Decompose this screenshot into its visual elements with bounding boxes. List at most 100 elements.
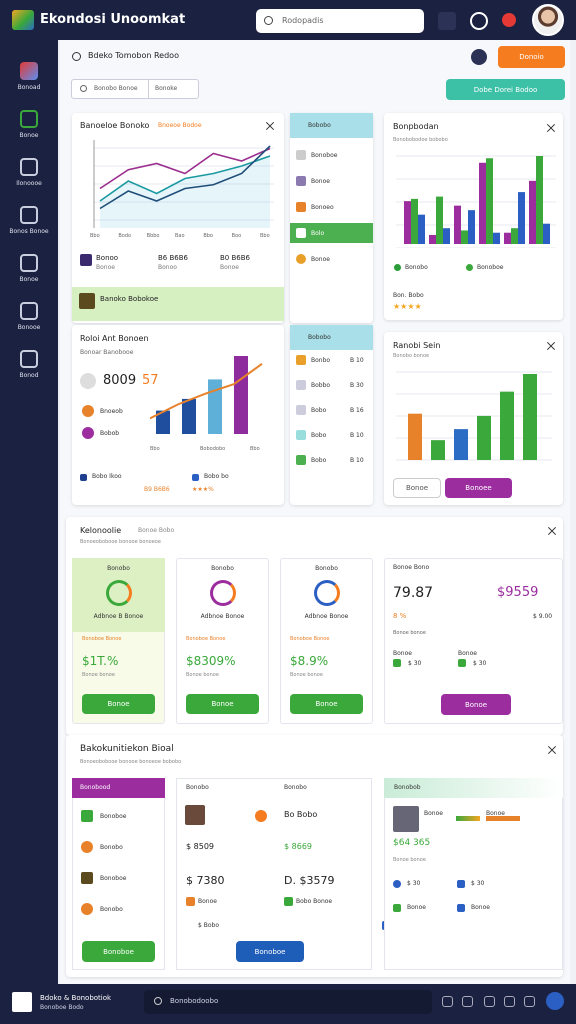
bar-chart	[396, 155, 556, 248]
button-label[interactable]: Bonoee	[465, 484, 492, 492]
icon	[393, 659, 401, 667]
button[interactable]	[82, 941, 155, 962]
close-icon[interactable]	[548, 746, 556, 754]
icon-button[interactable]	[442, 996, 453, 1007]
button-label[interactable]: Bonoboe	[103, 947, 134, 956]
list-item[interactable]: Bonoe	[311, 178, 330, 185]
kpi-sub: Bonoboe Bonoe	[186, 636, 226, 642]
bar-chart	[396, 371, 552, 461]
icon-button[interactable]	[524, 996, 535, 1007]
button[interactable]	[441, 694, 511, 715]
footer-title: Bdoko & Bonobotiok	[40, 994, 112, 1002]
icon	[296, 405, 306, 415]
nav-icon[interactable]	[20, 110, 38, 128]
bar	[493, 232, 500, 244]
list-item[interactable]: Bonoe	[311, 256, 330, 263]
nav-icon[interactable]	[20, 158, 38, 176]
nav-icon[interactable]	[20, 350, 38, 368]
middle-item: Bo Bobo	[284, 810, 318, 819]
button[interactable]	[393, 478, 441, 498]
list-item[interactable]: Bonoboe	[100, 875, 127, 882]
button[interactable]	[498, 46, 565, 68]
icon	[296, 176, 306, 186]
nav-icon[interactable]	[20, 206, 38, 224]
nav-label[interactable]: Bonoad	[17, 84, 41, 91]
middle-item: $ 7380	[186, 874, 225, 887]
nav-icon[interactable]	[20, 254, 38, 272]
gauge	[314, 580, 340, 606]
page-title: Bdeko Tomobon Redoo	[88, 51, 179, 60]
nav-label[interactable]: Bonoe	[19, 132, 39, 139]
nav-label[interactable]: Bonos Bonoe	[9, 228, 49, 235]
column-label: Bonobo	[284, 784, 307, 791]
close-icon[interactable]	[547, 342, 555, 350]
button[interactable]	[446, 79, 565, 100]
avatar[interactable]	[532, 4, 564, 36]
footer-subtitle: Bonoboe Bodo	[40, 1004, 84, 1011]
list-item[interactable]: Bonoboe	[100, 813, 127, 820]
bar	[477, 415, 491, 460]
button[interactable]	[290, 694, 363, 714]
banner	[72, 287, 284, 321]
icon	[296, 228, 306, 238]
icon-button[interactable]	[438, 12, 456, 30]
icon	[296, 380, 306, 390]
close-icon[interactable]	[266, 122, 274, 130]
bar	[518, 192, 525, 244]
icon-button[interactable]	[504, 996, 515, 1007]
line-series	[99, 147, 271, 190]
kpi-sub: Bonoe bonoe	[393, 630, 426, 636]
row-label: Bonoe	[407, 904, 426, 911]
icon-button[interactable]	[484, 996, 495, 1007]
button[interactable]	[82, 694, 155, 714]
list-item[interactable]: Bonoboe	[311, 152, 338, 159]
list-value: B 16	[350, 407, 364, 414]
list-item: Bobo	[311, 457, 327, 464]
row-label: Bonoe	[393, 650, 412, 657]
button-label[interactable]: Bonoe	[315, 700, 338, 708]
icon-button[interactable]	[470, 12, 488, 30]
footer-search[interactable]	[144, 990, 432, 1014]
legend-label: Bobo Ikoo	[92, 473, 122, 480]
button[interactable]	[236, 941, 304, 962]
icon-button[interactable]	[462, 996, 473, 1007]
button[interactable]	[445, 478, 512, 498]
button-label[interactable]: Bonoboe	[254, 947, 286, 956]
notification[interactable]	[502, 13, 516, 27]
nav-icon[interactable]	[20, 62, 38, 80]
button-label[interactable]: Bonoe	[211, 700, 234, 708]
x-tick-label: Bbo	[150, 446, 160, 452]
close-icon[interactable]	[547, 124, 555, 132]
nav-icon[interactable]	[20, 302, 38, 320]
row-label: $ 30	[471, 880, 485, 887]
search-box[interactable]	[256, 9, 424, 33]
nav-label[interactable]: Bonoe	[19, 276, 39, 283]
kpi-title: Bonobo	[107, 565, 130, 572]
row-label: Bobob	[100, 430, 120, 437]
icon	[12, 992, 32, 1012]
nav-label[interactable]: Bonod	[19, 372, 39, 379]
card-title: Roloi Ant Bonoen	[80, 334, 149, 343]
list-item[interactable]: Bonobo	[100, 844, 123, 851]
list-item[interactable]: Bolo	[311, 230, 325, 237]
list-item[interactable]: Bonobo	[100, 906, 123, 913]
button-label[interactable]: Bonoe	[107, 700, 130, 708]
icon	[81, 810, 93, 822]
nav-label[interactable]: Bonooe	[17, 324, 41, 331]
filter-box[interactable]	[71, 79, 199, 99]
button-label[interactable]: Dobe Dorei Bodoo	[473, 85, 538, 94]
button[interactable]	[186, 694, 259, 714]
big-value-accent: 57	[142, 373, 159, 388]
icon	[296, 202, 306, 212]
list-item: Bonoe	[424, 810, 443, 817]
button-label[interactable]: Donoio	[519, 53, 544, 61]
card-subtitle: Bonoar Banobooe	[80, 349, 134, 356]
close-icon[interactable]	[548, 527, 556, 535]
button-label[interactable]: Bonoe	[464, 700, 488, 709]
button-label[interactable]: Bonoe	[405, 484, 429, 492]
list-item[interactable]: Bonoeo	[311, 204, 334, 211]
bar	[500, 391, 514, 460]
row-label: $ 30	[407, 880, 421, 887]
kpi-caption: Adbnoe Bonoe	[304, 613, 349, 620]
nav-label[interactable]: Ilonoooe	[16, 180, 42, 187]
